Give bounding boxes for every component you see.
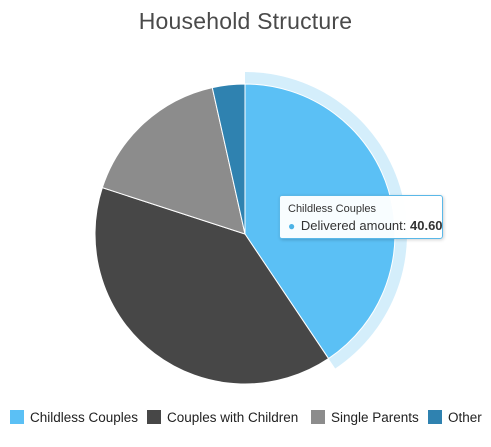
pie-slice-other[interactable]	[211, 83, 246, 235]
legend-swatch-icon	[311, 410, 325, 424]
legend-swatch-icon	[428, 410, 442, 424]
legend-label: Couples with Children	[167, 409, 299, 425]
chart-legend: Childless Couples Couples with Children …	[0, 406, 491, 428]
legend-item-couples-with-children[interactable]: Couples with Children	[147, 406, 298, 428]
chart-title: Household Structure	[138, 8, 353, 34]
legend-label: Single Parents	[331, 409, 419, 425]
legend-swatch-icon	[147, 410, 161, 424]
pie-slice-couples-with-children[interactable]	[94, 187, 330, 385]
pie-slice-single-parents[interactable]	[101, 87, 246, 235]
tooltip-value: 40.60	[410, 218, 443, 233]
legend-label: Other	[448, 409, 482, 425]
legend-item-single-parents[interactable]: Single Parents	[311, 406, 419, 428]
legend-swatch-icon	[10, 410, 24, 424]
tooltip-title: Childless Couples	[288, 203, 377, 215]
tooltip-label: Delivered amount:	[300, 218, 407, 233]
chart-tooltip: Childless Couples ● Delivered amount: 40…	[279, 195, 443, 239]
tooltip-series-dot-icon: ●	[288, 219, 296, 233]
legend-label: Childless Couples	[30, 409, 139, 425]
tooltip-row: ● Delivered amount: 40.60	[288, 217, 443, 235]
legend-item-other[interactable]: Other	[428, 406, 482, 428]
legend-item-childless-couples[interactable]: Childless Couples	[10, 406, 138, 428]
